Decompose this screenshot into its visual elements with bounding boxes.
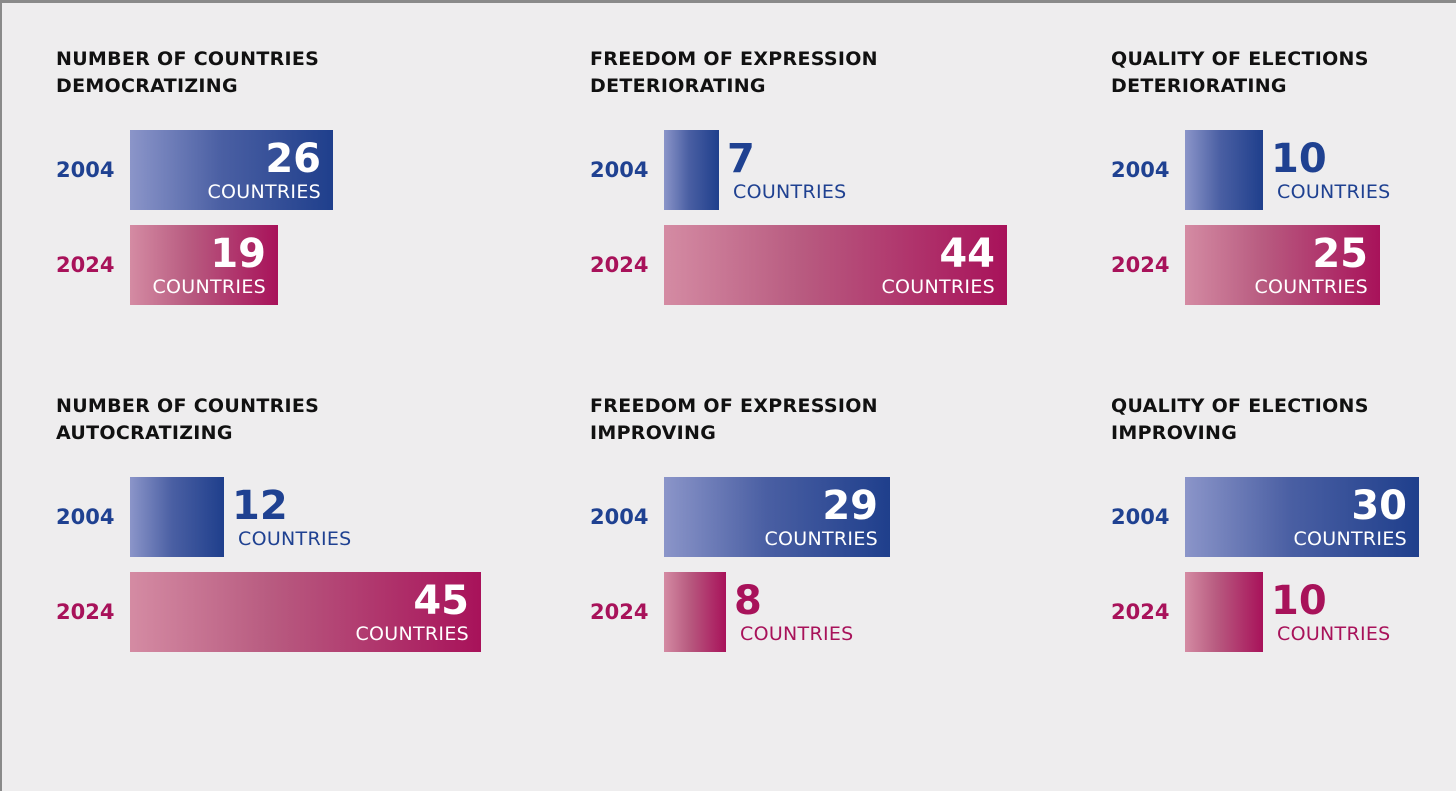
bar-row: 2004 30 COUNTRIES [1111, 477, 1456, 557]
bar [664, 130, 719, 210]
bar-row: 2024 19 COUNTRIES [56, 225, 536, 305]
value-label: 19 [210, 231, 266, 277]
left-border [0, 0, 2, 791]
unit-label: COUNTRIES [733, 181, 847, 203]
chart-title: QUALITY OF ELECTIONS DETERIORATING [1111, 48, 1369, 97]
value-label: 25 [1312, 231, 1368, 277]
data-label: 8 COUNTRIES [726, 572, 926, 652]
chart-panel: NUMBER OF COUNTRIES DEMOCRATIZING 2004 26 C… [56, 46, 536, 316]
chart-panel: QUALITY OF ELECTIONS IMPROVING 2004 30 COUN… [1111, 393, 1456, 663]
value-label: 30 [1351, 483, 1407, 529]
year-label: 2024 [590, 253, 649, 277]
bar [1185, 225, 1380, 305]
bar [1185, 477, 1419, 557]
bar-row: 2004 29 COUNTRIES [590, 477, 1070, 557]
value-label: 26 [265, 136, 321, 182]
bar-row: 2004 10 COUNTRIES [1111, 130, 1456, 210]
unit-label: COUNTRIES [764, 528, 878, 550]
data-label: 19 COUNTRIES [66, 225, 266, 305]
unit-label: COUNTRIES [881, 276, 995, 298]
bar-row: 2024 8 COUNTRIES [590, 572, 1070, 652]
value-label: 8 [734, 578, 762, 624]
bar [1185, 572, 1263, 652]
chart-title: NUMBER OF COUNTRIES AUTOCRATIZING [56, 395, 320, 444]
bar-row: 2024 45 COUNTRIES [56, 572, 536, 652]
data-label: 44 COUNTRIES [795, 225, 995, 305]
chart-title: FREEDOM OF EXPRESSION IMPROVING [590, 395, 878, 444]
bar [664, 572, 726, 652]
value-label: 44 [939, 231, 995, 277]
chart-title: QUALITY OF ELECTIONS IMPROVING [1111, 395, 1369, 444]
year-label: 2024 [1111, 600, 1170, 624]
bar [664, 477, 890, 557]
unit-label: COUNTRIES [238, 528, 352, 550]
year-label: 2004 [1111, 158, 1170, 182]
data-label: 7 COUNTRIES [719, 130, 919, 210]
bar [1185, 130, 1263, 210]
year-label: 2004 [1111, 505, 1170, 529]
data-label: 45 COUNTRIES [269, 572, 469, 652]
bar-row: 2024 10 COUNTRIES [1111, 572, 1456, 652]
value-label: 10 [1271, 578, 1327, 624]
year-label: 2024 [590, 600, 649, 624]
chart-panel: FREEDOM OF EXPRESSION IMPROVING 2004 29 COU… [590, 393, 1070, 663]
data-label: 29 COUNTRIES [678, 477, 878, 557]
value-label: 12 [232, 483, 288, 529]
year-label: 2004 [590, 505, 649, 529]
bar [130, 225, 278, 305]
unit-label: COUNTRIES [355, 623, 469, 645]
top-border [0, 0, 1456, 3]
chart-panel: NUMBER OF COUNTRIES AUTOCRATIZING 2004 12 C… [56, 393, 536, 663]
bar [664, 225, 1007, 305]
bar [130, 130, 333, 210]
year-label: 2004 [590, 158, 649, 182]
year-label: 2024 [56, 600, 115, 624]
unit-label: COUNTRIES [1277, 623, 1391, 645]
data-label: 25 COUNTRIES [1168, 225, 1368, 305]
value-label: 10 [1271, 136, 1327, 182]
chart-title: FREEDOM OF EXPRESSION DETERIORATING [590, 48, 878, 97]
bar-row: 2024 25 COUNTRIES [1111, 225, 1456, 305]
value-label: 7 [727, 136, 755, 182]
bar [130, 572, 481, 652]
year-label: 2004 [56, 158, 115, 182]
bar [130, 477, 224, 557]
unit-label: COUNTRIES [1277, 181, 1391, 203]
chart-panel: FREEDOM OF EXPRESSION DETERIORATING 2004 7… [590, 46, 1070, 316]
year-label: 2024 [1111, 253, 1170, 277]
data-label: 26 COUNTRIES [121, 130, 321, 210]
value-label: 45 [413, 578, 469, 624]
unit-label: COUNTRIES [1254, 276, 1368, 298]
bar-row: 2004 12 COUNTRIES [56, 477, 536, 557]
bar-row: 2004 26 COUNTRIES [56, 130, 536, 210]
bar-row: 2024 44 COUNTRIES [590, 225, 1070, 305]
unit-label: COUNTRIES [207, 181, 321, 203]
value-label: 29 [822, 483, 878, 529]
data-label: 10 COUNTRIES [1263, 572, 1456, 652]
data-label: 30 COUNTRIES [1207, 477, 1407, 557]
data-label: 10 COUNTRIES [1263, 130, 1456, 210]
year-label: 2024 [56, 253, 115, 277]
year-label: 2004 [56, 505, 115, 529]
unit-label: COUNTRIES [152, 276, 266, 298]
chart-panel: QUALITY OF ELECTIONS DETERIORATING 2004 10… [1111, 46, 1456, 316]
unit-label: COUNTRIES [1293, 528, 1407, 550]
chart-title: NUMBER OF COUNTRIES DEMOCRATIZING [56, 48, 320, 97]
bar-row: 2004 7 COUNTRIES [590, 130, 1070, 210]
unit-label: COUNTRIES [740, 623, 854, 645]
data-label: 12 COUNTRIES [224, 477, 424, 557]
